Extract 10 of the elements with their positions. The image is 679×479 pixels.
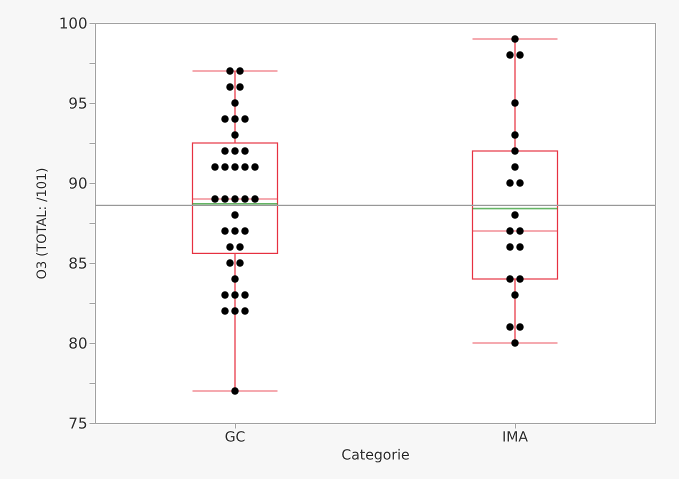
y-tick-label: 100 bbox=[58, 14, 88, 32]
y-tick-label: 95 bbox=[68, 94, 88, 112]
x-axis-title: Categorie bbox=[341, 448, 410, 464]
y-tick-label: 90 bbox=[68, 174, 88, 192]
x-tick-label: GC bbox=[224, 430, 246, 446]
y-tick-label: 75 bbox=[68, 414, 88, 432]
y-axis-title: O3 (TOTAL: /101) bbox=[34, 168, 50, 280]
y-tick-label: 80 bbox=[68, 334, 88, 352]
x-tick-label: IMA bbox=[502, 430, 528, 446]
y-tick-label: 85 bbox=[68, 254, 88, 272]
